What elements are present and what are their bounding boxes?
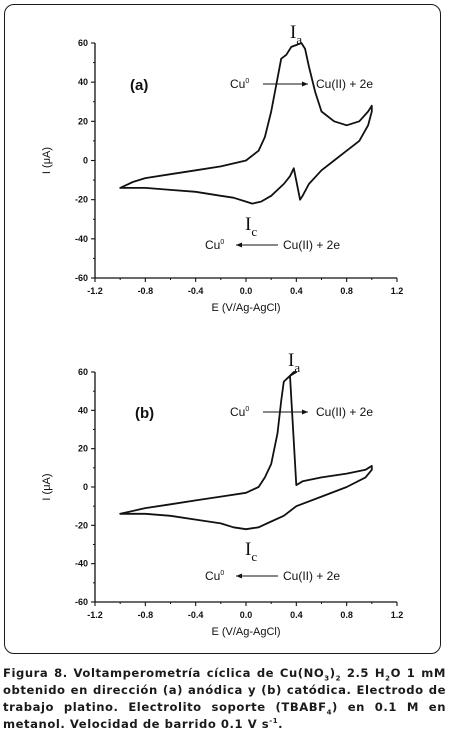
y-tick-label: -20: [75, 520, 88, 530]
y-tick-label: 0: [83, 156, 88, 166]
reduction-arrowhead: [236, 242, 242, 248]
oxidation-reactant-sup: 0: [245, 406, 249, 413]
x-tick-label: -0.8: [138, 286, 154, 296]
figure-caption: Figura 8. Voltamperometría cíclica de Cu…: [3, 666, 446, 731]
chart-panel-a: 60 40 20 0 -20 -40 -60 -1.2 -0.8 -0.4 0.0 0.4 0.8 1.2…: [41, 22, 403, 314]
x-tick-label: 0.4: [290, 610, 303, 620]
caption-sup-1: -1: [269, 717, 279, 726]
caption-text-5: .: [278, 717, 284, 731]
reduction-product-sup: 0: [220, 239, 224, 246]
oxidation-reactant: Cu0: [230, 77, 249, 91]
oxidation-arrowhead: [302, 81, 308, 87]
y-tick-label: -60: [75, 597, 88, 607]
caption-sub-3: 2: [385, 674, 391, 683]
x-tick-label: 1.2: [391, 286, 404, 296]
caption-text-2: 2.5 H: [341, 666, 386, 680]
peak-a-label: Ia: [288, 350, 300, 375]
oxidation-product: Cu(II) + 2e: [316, 405, 373, 419]
x-axis-label: E (V/Ag-AgCl): [211, 302, 280, 314]
peak-a-subscript: a: [294, 360, 300, 375]
x-tick-label: -1.2: [87, 610, 103, 620]
figure-svg: 60 40 20 0 -20 -40 -60 -1.2 -0.8 -0.4 0.0 0.4 0.8 1.2…: [41, 22, 403, 638]
caption-text-1: Figura 8. Voltamperometría cíclica de Cu…: [3, 666, 325, 680]
caption-sub-2: 2: [335, 674, 341, 683]
y-tick-label: -40: [75, 234, 88, 244]
chart-panel-b: 60 40 20 0 -20 -40 -60 -1.2 -0.8 -0.4 0.0 0.4 0.8 1.2…: [41, 350, 403, 638]
caption-sub-1: 3: [324, 674, 330, 683]
peak-c-letter: I: [245, 539, 251, 560]
y-tick-label: 40: [78, 405, 88, 415]
panel-label: (b): [135, 405, 154, 422]
x-tick-label: -0.4: [188, 610, 204, 620]
y-tick-label: 0: [83, 482, 88, 492]
reduction-arrowhead: [236, 573, 242, 579]
caption-sub-4: 4: [326, 708, 333, 717]
peak-a-label: Ia: [290, 22, 302, 47]
x-tick-label: 1.2: [391, 610, 404, 620]
oxidation-reactant: Cu0: [230, 405, 249, 419]
y-axis-label: I (μA): [41, 473, 53, 500]
x-tick-label: -0.4: [188, 286, 204, 296]
figure-frame: [4, 4, 441, 654]
voltammogram-series-0: [119, 42, 373, 205]
peak-c-subscript: c: [251, 224, 257, 239]
peak-a-letter: I: [290, 22, 296, 43]
caption-text-3: O 1 mM obtenido en dirección (a) anódica…: [3, 666, 446, 714]
peak-c-label: Ic: [245, 214, 257, 239]
oxidation-reactant-sup: 0: [245, 78, 249, 85]
peak-c-subscript: c: [251, 549, 257, 564]
reduction-product: Cu0: [205, 569, 224, 583]
peak-a-subscript: a: [296, 32, 302, 47]
x-tick-label: -1.2: [87, 286, 103, 296]
y-axis-label: I (μA): [41, 147, 53, 174]
oxidation-reactant-text: Cu: [230, 405, 245, 419]
panel-label: (a): [130, 77, 148, 94]
reduction-reactant: Cu(II) + 2e: [283, 238, 340, 252]
x-tick-label: 0.4: [290, 286, 303, 296]
reduction-product-text: Cu: [205, 569, 220, 583]
x-tick-label: 0.0: [240, 286, 253, 296]
x-tick-label: 0.8: [340, 286, 353, 296]
reduction-product-text: Cu: [205, 238, 220, 252]
y-tick-label: 60: [78, 367, 88, 377]
y-tick-label: 20: [78, 444, 88, 454]
x-axis-label: E (V/Ag-AgCl): [211, 626, 280, 638]
y-tick-label: -60: [75, 273, 88, 283]
oxidation-arrowhead: [302, 409, 308, 415]
peak-a-letter: I: [288, 350, 294, 371]
voltammogram-series-0: [119, 371, 373, 531]
x-tick-label: 0.0: [240, 610, 253, 620]
y-tick-label: 40: [78, 77, 88, 87]
reduction-product: Cu0: [205, 238, 224, 252]
x-tick-label: -0.8: [138, 610, 154, 620]
reduction-product-sup: 0: [220, 570, 224, 577]
reduction-reactant: Cu(II) + 2e: [283, 569, 340, 583]
x-tick-label: 0.8: [340, 610, 353, 620]
y-tick-label: -20: [75, 195, 88, 205]
caption-text-4: ) en 0.1 M en metanol. Velocidad de barr…: [3, 700, 446, 731]
peak-c-label: Ic: [245, 539, 257, 564]
y-tick-label: 20: [78, 116, 88, 126]
y-tick-label: 60: [78, 38, 88, 48]
oxidation-reactant-text: Cu: [230, 77, 245, 91]
oxidation-product: Cu(II) + 2e: [316, 77, 373, 91]
peak-c-letter: I: [245, 214, 251, 235]
y-tick-label: -40: [75, 559, 88, 569]
